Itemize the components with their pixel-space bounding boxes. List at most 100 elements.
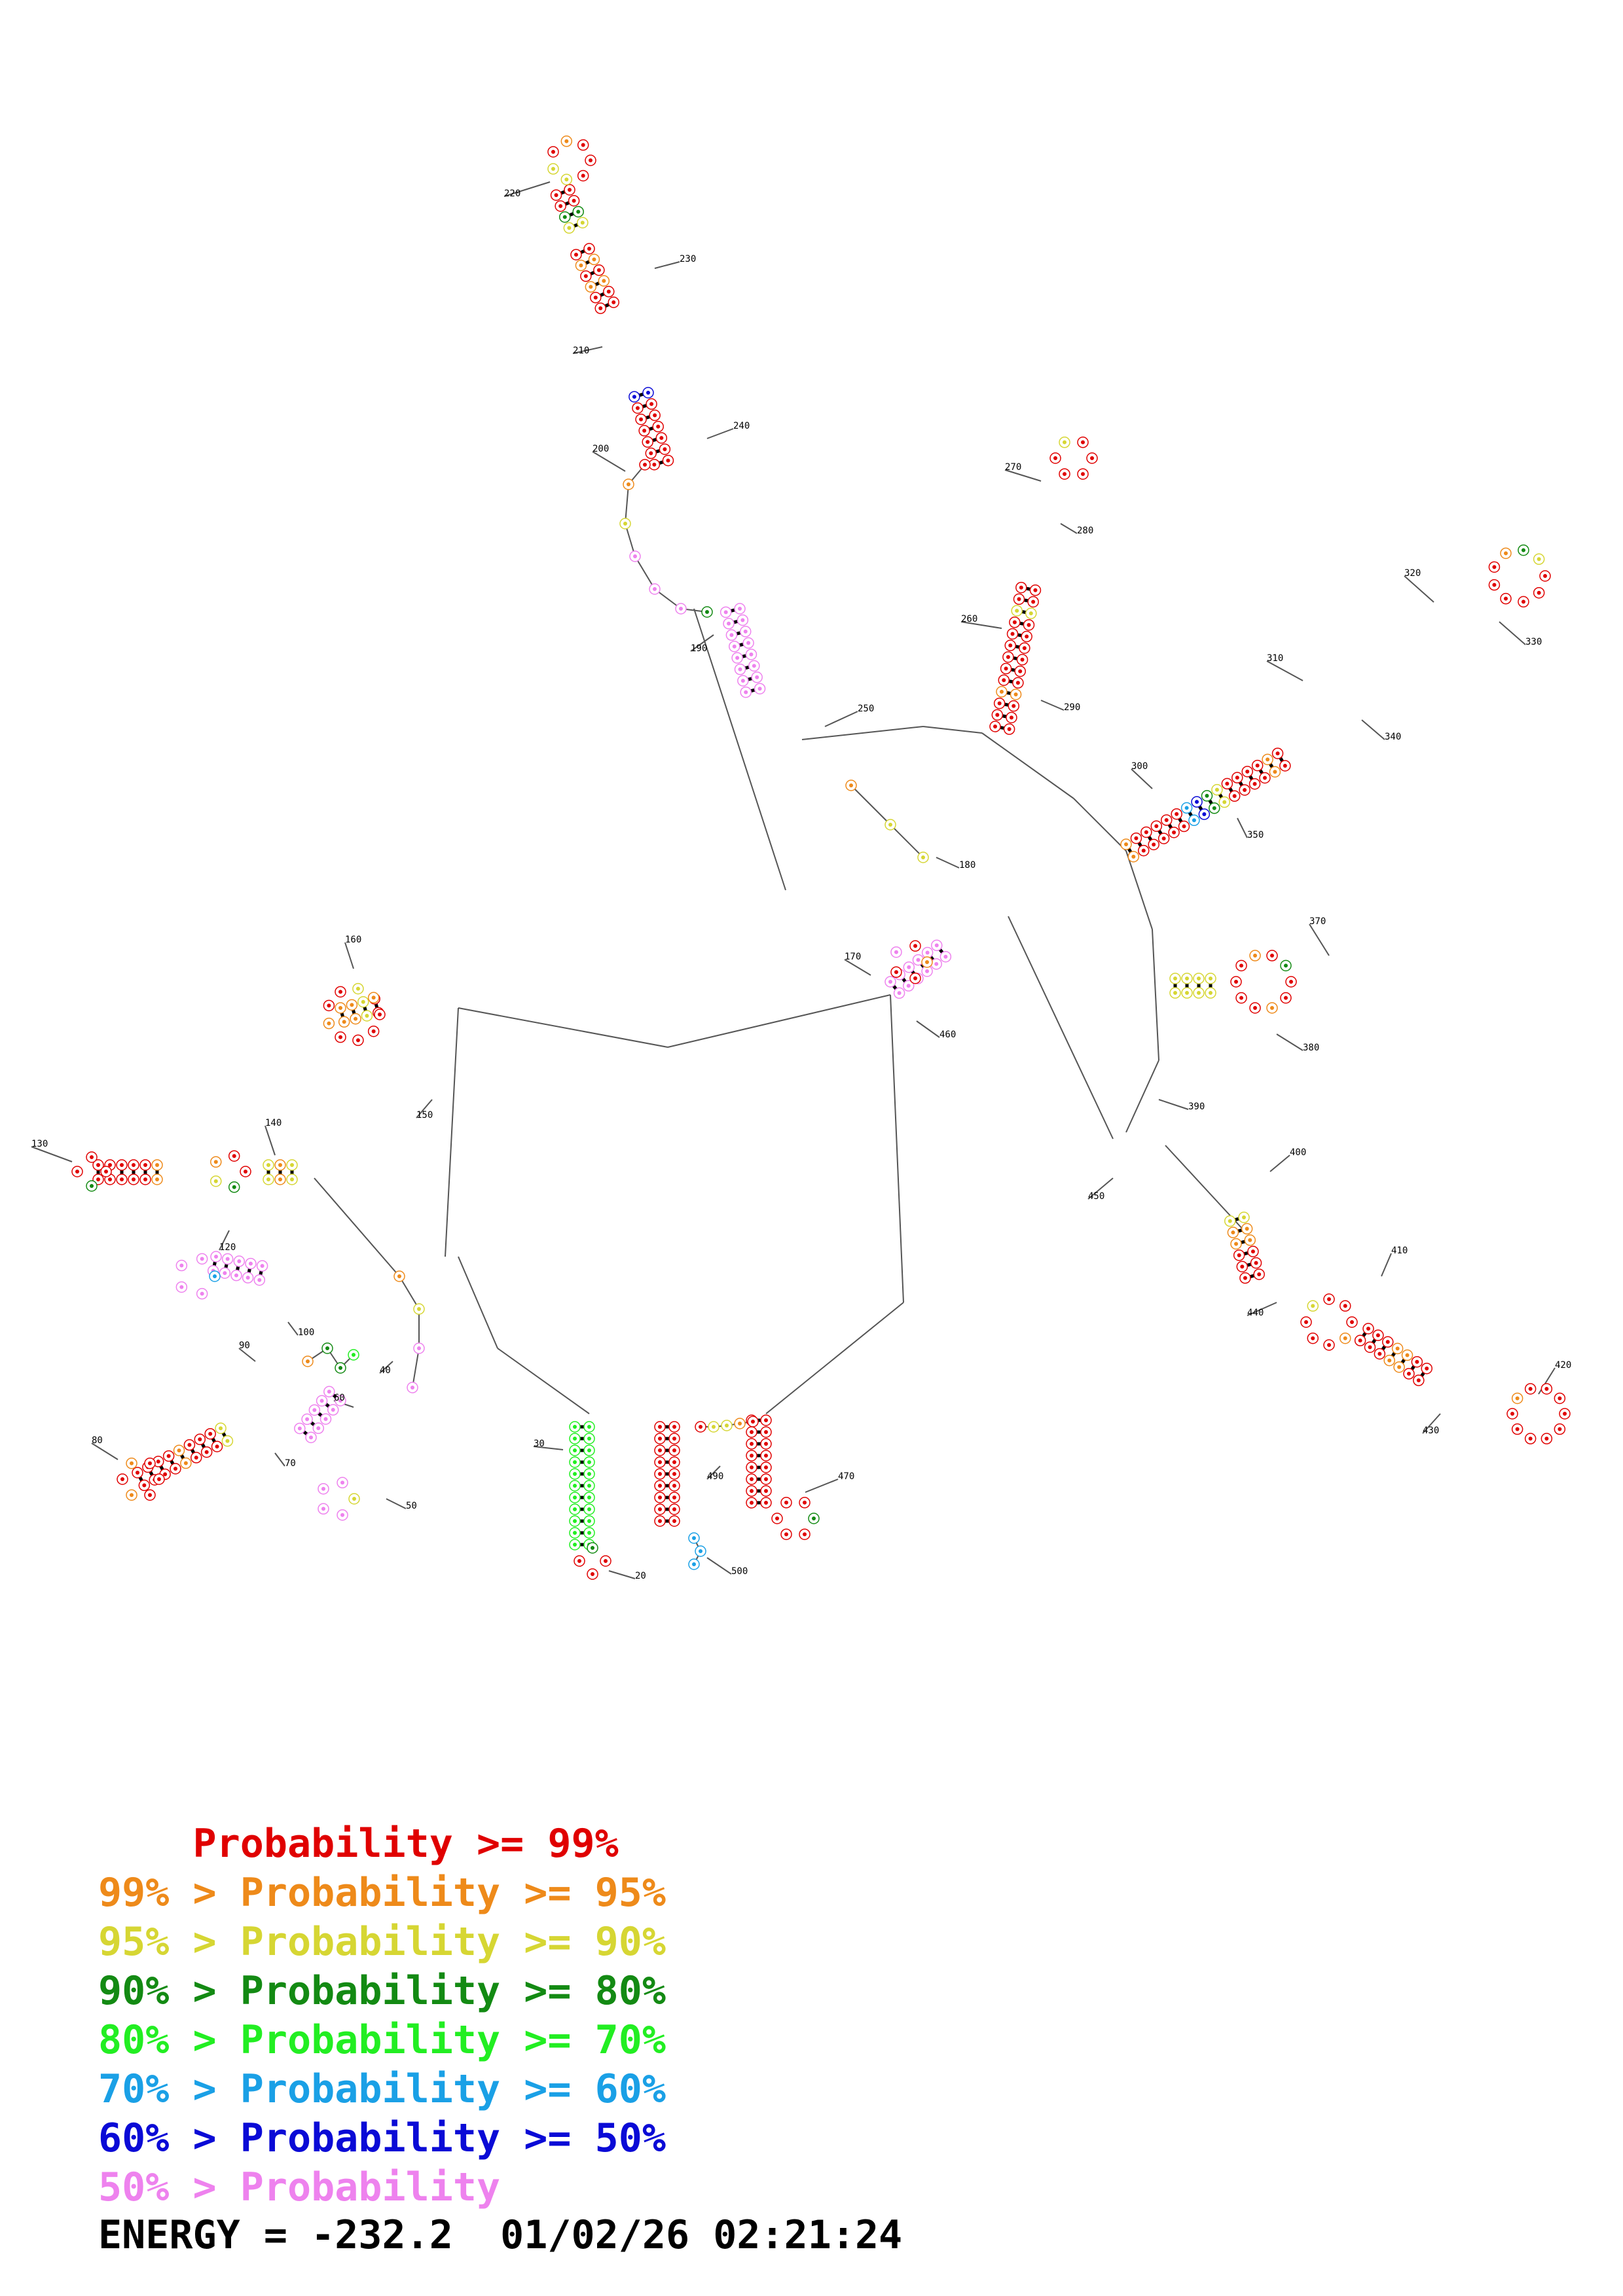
nucleotide-dot xyxy=(1154,824,1159,829)
legend-prefix: 60% > xyxy=(98,2115,240,2161)
index-label: 50 xyxy=(406,1501,417,1511)
backbone-segment xyxy=(1125,1060,1159,1133)
nucleotide-dot xyxy=(1350,1320,1354,1324)
nucleotide-dot xyxy=(290,1163,294,1167)
index-tick xyxy=(1040,700,1065,711)
nucleotide-dot xyxy=(194,1456,198,1460)
nucleotide-dot xyxy=(643,463,647,467)
nucleotide-dot xyxy=(108,1177,112,1181)
nucleotide-dot xyxy=(581,143,585,147)
nucleotide-dot xyxy=(738,607,742,611)
nucleotide-dot xyxy=(173,1467,177,1471)
nucleotide-dot xyxy=(155,1177,159,1181)
nucleotide-dot xyxy=(894,950,898,954)
nucleotide-dot xyxy=(803,1532,807,1537)
index-label: 80 xyxy=(92,1435,103,1446)
nucleotide-dot xyxy=(1152,842,1156,847)
index-label: 330 xyxy=(1525,637,1542,647)
index-label: 120 xyxy=(219,1242,236,1253)
nucleotide-dot xyxy=(338,1399,342,1403)
index-tick xyxy=(824,711,858,727)
nucleotide-dot xyxy=(1017,597,1021,601)
backbone-segment xyxy=(801,726,924,740)
nucleotide-dot xyxy=(1327,1343,1331,1347)
nucleotide-dot xyxy=(1234,1242,1239,1246)
nucleotide-dot xyxy=(1013,692,1018,696)
nucleotide-dot xyxy=(237,1259,242,1264)
nucleotide-dot xyxy=(338,1006,342,1010)
index-tick xyxy=(960,621,1002,629)
nucleotide-dot xyxy=(672,1496,676,1499)
nucleotide-dot xyxy=(340,1480,345,1485)
nucleotide-dot xyxy=(672,1425,676,1429)
index-tick xyxy=(287,1321,299,1336)
backbone-segment xyxy=(981,732,1074,799)
nucleotide-dot xyxy=(350,1003,354,1007)
nucleotide-dot xyxy=(1273,770,1277,774)
index-tick xyxy=(416,1099,433,1119)
index-label: 250 xyxy=(858,704,874,714)
index-tick xyxy=(379,1361,393,1374)
nucleotide-dot xyxy=(649,451,653,456)
backbone-segment xyxy=(458,1007,668,1048)
nucleotide-dot xyxy=(155,1163,159,1167)
nucleotide-dot xyxy=(1022,646,1027,651)
nucleotide-dot xyxy=(1015,681,1020,685)
nucleotide-dot xyxy=(672,1448,676,1452)
index-label: 170 xyxy=(845,952,861,962)
index-label: 440 xyxy=(1247,1308,1264,1318)
backbone-segment xyxy=(625,484,629,524)
nucleotide-dot xyxy=(1237,1253,1241,1257)
nucleotide-dot xyxy=(156,1460,160,1464)
index-label: 150 xyxy=(416,1110,433,1121)
index-label: 470 xyxy=(838,1471,854,1482)
nucleotide-dot xyxy=(1254,1261,1258,1265)
nucleotide-dot xyxy=(1255,763,1260,768)
nucleotide-dot xyxy=(913,976,918,980)
index-tick xyxy=(533,1446,564,1450)
nucleotide-dot xyxy=(1232,794,1237,798)
nucleotide-dot xyxy=(1053,456,1057,460)
nucleotide-dot xyxy=(551,149,555,154)
nucleotide-dot xyxy=(1521,600,1525,604)
nucleotide-dot xyxy=(574,253,578,257)
nucleotide-dot xyxy=(1231,1230,1235,1235)
nucleotide-dot xyxy=(587,1460,591,1464)
index-tick xyxy=(706,1557,732,1575)
index-tick xyxy=(274,1452,285,1467)
nucleotide-dot xyxy=(208,1431,213,1436)
index-tick xyxy=(31,1146,73,1162)
legend-label: Probability xyxy=(240,2164,501,2210)
nucleotide-dot xyxy=(658,1460,662,1464)
nucleotide-dot xyxy=(352,1497,356,1501)
index-label: 140 xyxy=(265,1118,282,1128)
nucleotide-dot xyxy=(266,1177,270,1181)
nucleotide-dot xyxy=(764,1454,768,1458)
nucleotide-dot xyxy=(1029,611,1033,616)
nucleotide-dot xyxy=(564,139,569,143)
nucleotide-dot xyxy=(1521,548,1525,552)
index-label: 410 xyxy=(1391,1246,1408,1256)
nucleotide-dot xyxy=(1528,1386,1533,1391)
nucleotide-dot xyxy=(1250,1249,1255,1254)
nucleotide-dot xyxy=(750,1501,754,1505)
nucleotide-dot xyxy=(1397,1365,1402,1369)
nucleotide-dot xyxy=(225,1439,230,1443)
nucleotide-dot xyxy=(142,1483,147,1488)
nucleotide-dot xyxy=(934,961,939,966)
nucleotide-dot xyxy=(567,226,572,230)
nucleotide-dot xyxy=(587,1448,591,1452)
nucleotide-dot xyxy=(672,1507,676,1511)
nucleotide-dot xyxy=(672,1472,676,1476)
nucleotide-dot xyxy=(577,1559,581,1563)
index-label: 130 xyxy=(31,1139,48,1149)
index-tick xyxy=(690,634,714,652)
index-tick xyxy=(844,959,871,976)
nucleotide-dot xyxy=(1027,622,1031,627)
nucleotide-dot xyxy=(1008,643,1013,648)
nucleotide-dot xyxy=(554,193,558,198)
nucleotide-dot xyxy=(309,1435,314,1440)
nucleotide-dot xyxy=(1124,842,1128,846)
nucleotide-dot xyxy=(658,1472,662,1476)
nucleotide-dot xyxy=(1343,1304,1347,1308)
